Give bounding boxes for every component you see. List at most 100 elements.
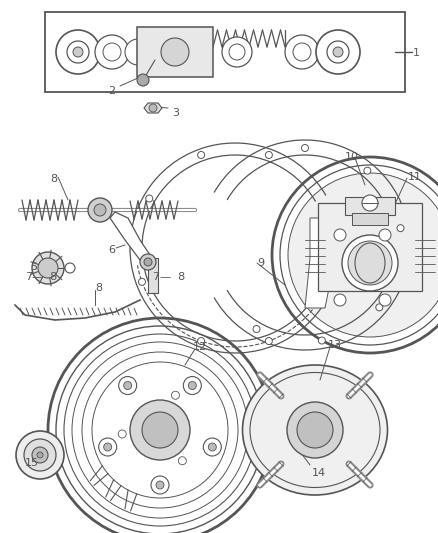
Circle shape bbox=[72, 342, 248, 518]
Circle shape bbox=[104, 443, 112, 451]
Polygon shape bbox=[305, 218, 335, 308]
Circle shape bbox=[379, 229, 391, 241]
Circle shape bbox=[37, 452, 43, 458]
Text: 7: 7 bbox=[152, 272, 159, 282]
Circle shape bbox=[156, 481, 164, 489]
Circle shape bbox=[222, 37, 252, 67]
Circle shape bbox=[82, 352, 238, 508]
Circle shape bbox=[161, 38, 189, 66]
Circle shape bbox=[103, 43, 121, 61]
Circle shape bbox=[48, 318, 272, 533]
Circle shape bbox=[184, 376, 201, 394]
Circle shape bbox=[119, 376, 137, 394]
Circle shape bbox=[376, 304, 383, 311]
Text: 7: 7 bbox=[25, 272, 32, 282]
Circle shape bbox=[73, 47, 83, 57]
Text: 10: 10 bbox=[345, 152, 359, 162]
Circle shape bbox=[342, 235, 398, 291]
Polygon shape bbox=[144, 103, 162, 113]
Circle shape bbox=[64, 334, 256, 526]
Circle shape bbox=[142, 412, 178, 448]
Circle shape bbox=[24, 439, 56, 471]
Circle shape bbox=[287, 402, 343, 458]
Circle shape bbox=[203, 438, 221, 456]
Circle shape bbox=[99, 438, 117, 456]
Bar bbox=[45, 12, 405, 92]
Circle shape bbox=[124, 382, 132, 390]
Circle shape bbox=[178, 457, 186, 465]
Circle shape bbox=[198, 337, 205, 344]
Circle shape bbox=[140, 254, 156, 270]
Text: 8: 8 bbox=[50, 174, 57, 184]
Circle shape bbox=[56, 326, 264, 533]
Circle shape bbox=[316, 30, 360, 74]
Circle shape bbox=[88, 198, 112, 222]
Circle shape bbox=[362, 195, 378, 211]
Text: 5: 5 bbox=[30, 262, 37, 272]
Circle shape bbox=[151, 476, 169, 494]
Circle shape bbox=[293, 43, 311, 61]
Text: 2: 2 bbox=[108, 86, 115, 96]
Circle shape bbox=[333, 47, 343, 57]
Circle shape bbox=[348, 241, 392, 285]
Circle shape bbox=[208, 443, 216, 451]
Circle shape bbox=[56, 30, 100, 74]
Bar bbox=[148, 258, 158, 293]
Circle shape bbox=[188, 382, 196, 390]
Text: 15: 15 bbox=[25, 458, 39, 468]
Circle shape bbox=[285, 35, 319, 69]
Circle shape bbox=[32, 252, 64, 284]
Circle shape bbox=[144, 258, 152, 266]
Circle shape bbox=[229, 44, 245, 60]
Text: 12: 12 bbox=[193, 342, 207, 352]
Text: 11: 11 bbox=[408, 172, 422, 182]
Circle shape bbox=[130, 400, 190, 460]
Circle shape bbox=[92, 362, 228, 498]
Circle shape bbox=[138, 278, 145, 285]
Circle shape bbox=[327, 41, 349, 63]
Text: 1: 1 bbox=[413, 48, 420, 58]
Circle shape bbox=[318, 337, 325, 344]
Circle shape bbox=[334, 229, 346, 241]
Circle shape bbox=[198, 151, 205, 158]
Circle shape bbox=[65, 263, 75, 273]
Text: 13: 13 bbox=[328, 340, 342, 350]
Circle shape bbox=[38, 258, 58, 278]
Circle shape bbox=[397, 224, 404, 232]
Circle shape bbox=[364, 167, 371, 174]
Circle shape bbox=[67, 41, 89, 63]
Bar bbox=[318, 203, 422, 291]
Circle shape bbox=[265, 337, 272, 344]
Circle shape bbox=[149, 104, 157, 112]
Circle shape bbox=[94, 204, 106, 216]
Ellipse shape bbox=[243, 365, 388, 495]
Circle shape bbox=[16, 431, 64, 479]
Circle shape bbox=[125, 39, 151, 65]
Text: —  8: — 8 bbox=[32, 272, 57, 282]
Polygon shape bbox=[110, 212, 150, 265]
Text: 8: 8 bbox=[95, 283, 102, 293]
Ellipse shape bbox=[355, 243, 385, 283]
Bar bbox=[352, 213, 388, 225]
Circle shape bbox=[265, 151, 272, 158]
Text: —  8: — 8 bbox=[160, 272, 185, 282]
Circle shape bbox=[297, 412, 333, 448]
Circle shape bbox=[118, 430, 126, 438]
Circle shape bbox=[334, 294, 346, 306]
Ellipse shape bbox=[250, 373, 380, 488]
Circle shape bbox=[301, 144, 308, 151]
Circle shape bbox=[32, 447, 48, 463]
Bar bbox=[137, 27, 213, 77]
Circle shape bbox=[272, 157, 438, 353]
Circle shape bbox=[137, 74, 149, 86]
Text: 6: 6 bbox=[108, 245, 115, 255]
Bar bbox=[345, 197, 395, 215]
Text: 14: 14 bbox=[312, 468, 326, 478]
Circle shape bbox=[280, 165, 438, 345]
Circle shape bbox=[253, 326, 260, 333]
Circle shape bbox=[171, 391, 180, 399]
Circle shape bbox=[288, 173, 438, 337]
Circle shape bbox=[95, 35, 129, 69]
Text: 3: 3 bbox=[172, 108, 179, 118]
Circle shape bbox=[146, 195, 153, 202]
